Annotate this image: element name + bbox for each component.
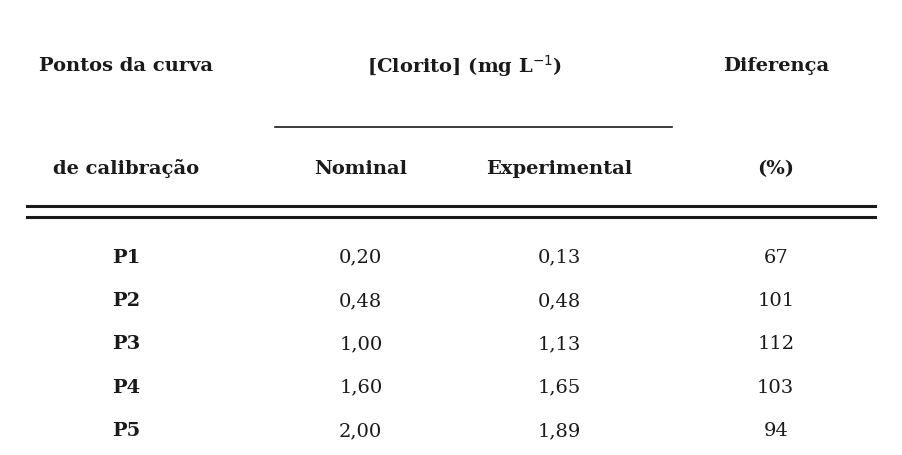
Text: (%): (%) xyxy=(757,159,795,177)
Text: de calibração: de calibração xyxy=(53,159,199,178)
Text: 67: 67 xyxy=(763,248,788,266)
Text: Diferença: Diferença xyxy=(723,57,829,75)
Text: 1,13: 1,13 xyxy=(538,334,581,353)
Text: 101: 101 xyxy=(757,291,795,309)
Text: 2,00: 2,00 xyxy=(339,421,382,439)
Text: 1,00: 1,00 xyxy=(339,334,382,353)
Text: Nominal: Nominal xyxy=(314,159,408,177)
Text: 1,60: 1,60 xyxy=(339,378,382,396)
Text: 0,48: 0,48 xyxy=(339,291,382,309)
Text: P4: P4 xyxy=(112,378,141,396)
Text: 112: 112 xyxy=(757,334,795,353)
Text: P2: P2 xyxy=(112,291,141,309)
Text: P5: P5 xyxy=(112,421,141,439)
Text: [Clorito] (mg L$^{-1}$): [Clorito] (mg L$^{-1}$) xyxy=(367,53,562,79)
Text: 1,65: 1,65 xyxy=(538,378,581,396)
Text: Experimental: Experimental xyxy=(486,159,632,177)
Text: 0,48: 0,48 xyxy=(538,291,581,309)
Text: 0,13: 0,13 xyxy=(538,248,581,266)
Text: Pontos da curva: Pontos da curva xyxy=(39,57,214,75)
Text: P3: P3 xyxy=(112,334,141,353)
Text: P1: P1 xyxy=(112,248,141,266)
Text: 94: 94 xyxy=(763,421,788,439)
Text: 1,89: 1,89 xyxy=(538,421,581,439)
Text: 0,20: 0,20 xyxy=(339,248,382,266)
Text: 103: 103 xyxy=(757,378,795,396)
